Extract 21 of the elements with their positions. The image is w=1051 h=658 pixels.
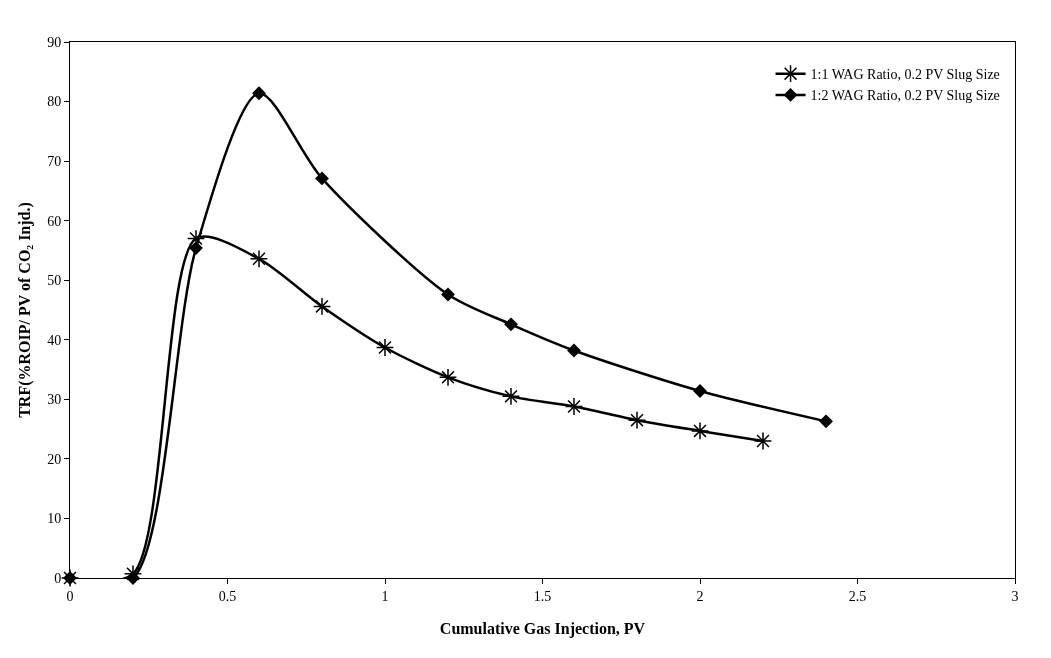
y-tick-label: 90	[47, 34, 62, 50]
y-tick-label: 0	[54, 570, 62, 586]
x-tick-label: 2	[696, 588, 704, 604]
y-axis-title: TRF(%ROIP/ PV of CO₂ Injd.)	[16, 202, 35, 418]
x-tick-label: 0.5	[218, 588, 237, 604]
legend-label: 1:2 WAG Ratio, 0.2 PV Slug Size	[810, 88, 1000, 104]
y-tick-label: 60	[47, 213, 62, 229]
x-tick-label: 0	[66, 588, 74, 604]
x-tick-label: 2.5	[848, 588, 867, 604]
x-tick-label: 1	[381, 588, 389, 604]
x-axis-title: Cumulative Gas Injection, PV	[439, 620, 646, 639]
y-tick-label: 40	[47, 332, 62, 348]
y-tick-label: 80	[47, 94, 62, 110]
y-tick-label: 70	[47, 154, 62, 170]
x-tick-label: 1.5	[533, 588, 552, 604]
legend-label: 1:1 WAG Ratio, 0.2 PV Slug Size	[810, 67, 1000, 83]
y-tick-label: 20	[47, 451, 62, 467]
x-tick-label: 3	[1011, 588, 1019, 604]
y-tick-label: 50	[47, 273, 62, 289]
y-tick-label: 10	[47, 511, 62, 527]
y-tick-label: 30	[47, 392, 62, 408]
